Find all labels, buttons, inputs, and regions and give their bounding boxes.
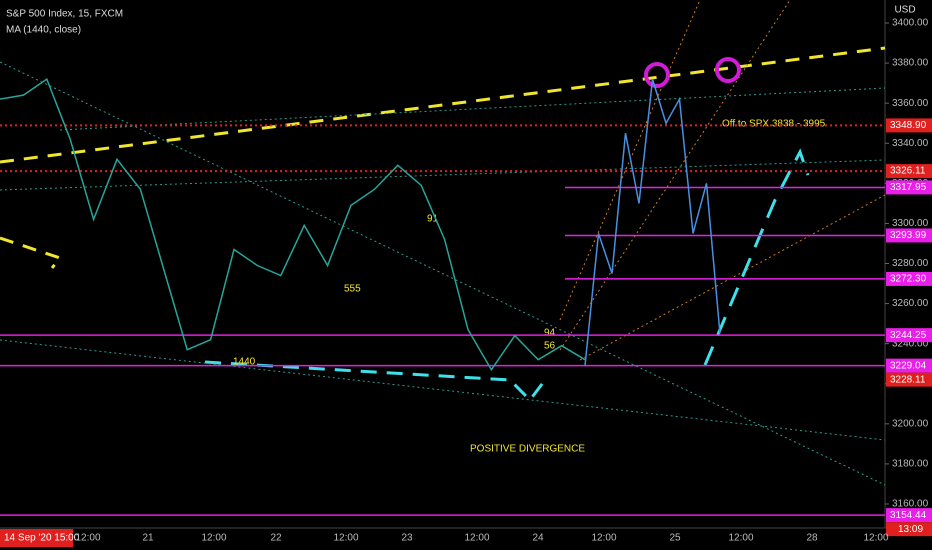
time-tick-label: 21 xyxy=(142,533,154,544)
level-badge-bg xyxy=(886,508,932,523)
price-tick-label: 3240.00 xyxy=(892,338,929,349)
price-tick-label: 3360.00 xyxy=(892,98,929,109)
time-tick-label: 12:00 xyxy=(591,533,616,544)
highlight-circle xyxy=(715,57,741,83)
annotation: Off to SPX 3838 - 3995 xyxy=(722,119,826,130)
level-badge: 3228.11 xyxy=(890,374,926,385)
date-badge: 14 Sep '20 15:00 xyxy=(4,533,80,544)
level-badge: 3317.95 xyxy=(890,182,927,193)
price-tick-label: 3300.00 xyxy=(892,218,929,229)
trend-line xyxy=(703,148,810,366)
time-tick-label: 22 xyxy=(270,533,282,544)
level-badge: 3272.30 xyxy=(890,274,927,285)
price-tick-label: 3180.00 xyxy=(892,459,929,470)
time-tick-label: 24 xyxy=(532,533,544,544)
time-tick-label: 28 xyxy=(806,533,818,544)
level-badge-bg xyxy=(886,228,932,243)
countdown-bg xyxy=(886,522,932,537)
date-badge-bg xyxy=(0,529,73,547)
trend-line xyxy=(0,46,886,164)
price-line xyxy=(0,77,586,372)
time-tick-label: 12:00 xyxy=(464,533,489,544)
level-badge: 3229.04 xyxy=(890,360,927,371)
trend-lines xyxy=(0,0,886,486)
price-tick-label: 3400.00 xyxy=(892,18,929,29)
price-tick-label: 3260.00 xyxy=(892,298,929,309)
trend-line xyxy=(559,0,701,321)
level-badge: 3244.25 xyxy=(890,330,927,341)
level-badge: 3154.44 xyxy=(890,510,927,521)
level-badge-bg xyxy=(886,118,932,133)
countdown: 13:09 xyxy=(898,524,923,535)
time-tick-label: 23 xyxy=(401,533,413,544)
annotation: 94 xyxy=(544,328,556,339)
time-tick-label: 12:00 xyxy=(333,533,358,544)
projection-line xyxy=(584,78,721,366)
highlight-circle xyxy=(644,62,670,88)
trend-line xyxy=(0,61,886,486)
level-badge-bg xyxy=(886,328,932,343)
annotation: 1440 xyxy=(233,357,256,368)
symbol: S&P 500 Index, 15, FXCM xyxy=(6,9,123,20)
time-tick-label: 12:00 xyxy=(201,533,226,544)
level-badge-bg xyxy=(886,358,932,373)
level-badge: 3326.11 xyxy=(890,166,926,177)
level-badge-bg xyxy=(886,271,932,286)
indicator: MA (1440, close) xyxy=(6,25,81,36)
time-tick-label: 12:00 xyxy=(863,533,888,544)
trend-line xyxy=(0,339,886,441)
annotation: 91 xyxy=(427,214,439,225)
level-badge: 3293.99 xyxy=(890,230,927,241)
price-tick-label: 3200.00 xyxy=(892,418,929,429)
price-tick-label: 3160.00 xyxy=(892,499,929,510)
time-tick-label: 12:00 xyxy=(75,533,100,544)
price-tick-label: 3340.00 xyxy=(892,138,929,149)
price-tick-label: 3380.00 xyxy=(892,58,929,69)
level-badge-bg xyxy=(886,164,932,179)
annotation: 56 xyxy=(544,341,556,352)
annotation: POSITIVE DIVERGENCE xyxy=(470,444,585,455)
time-tick-label: 12:00 xyxy=(728,533,753,544)
trend-line xyxy=(204,360,547,403)
level-badge-bg xyxy=(886,372,932,387)
time-tick-label: 25 xyxy=(669,533,681,544)
level-badge: 3348.90 xyxy=(890,120,927,131)
price-tick-label: 3280.00 xyxy=(892,258,929,269)
level-badge-bg xyxy=(886,180,932,195)
annotation: 555 xyxy=(344,284,361,295)
currency: USD xyxy=(894,5,915,16)
